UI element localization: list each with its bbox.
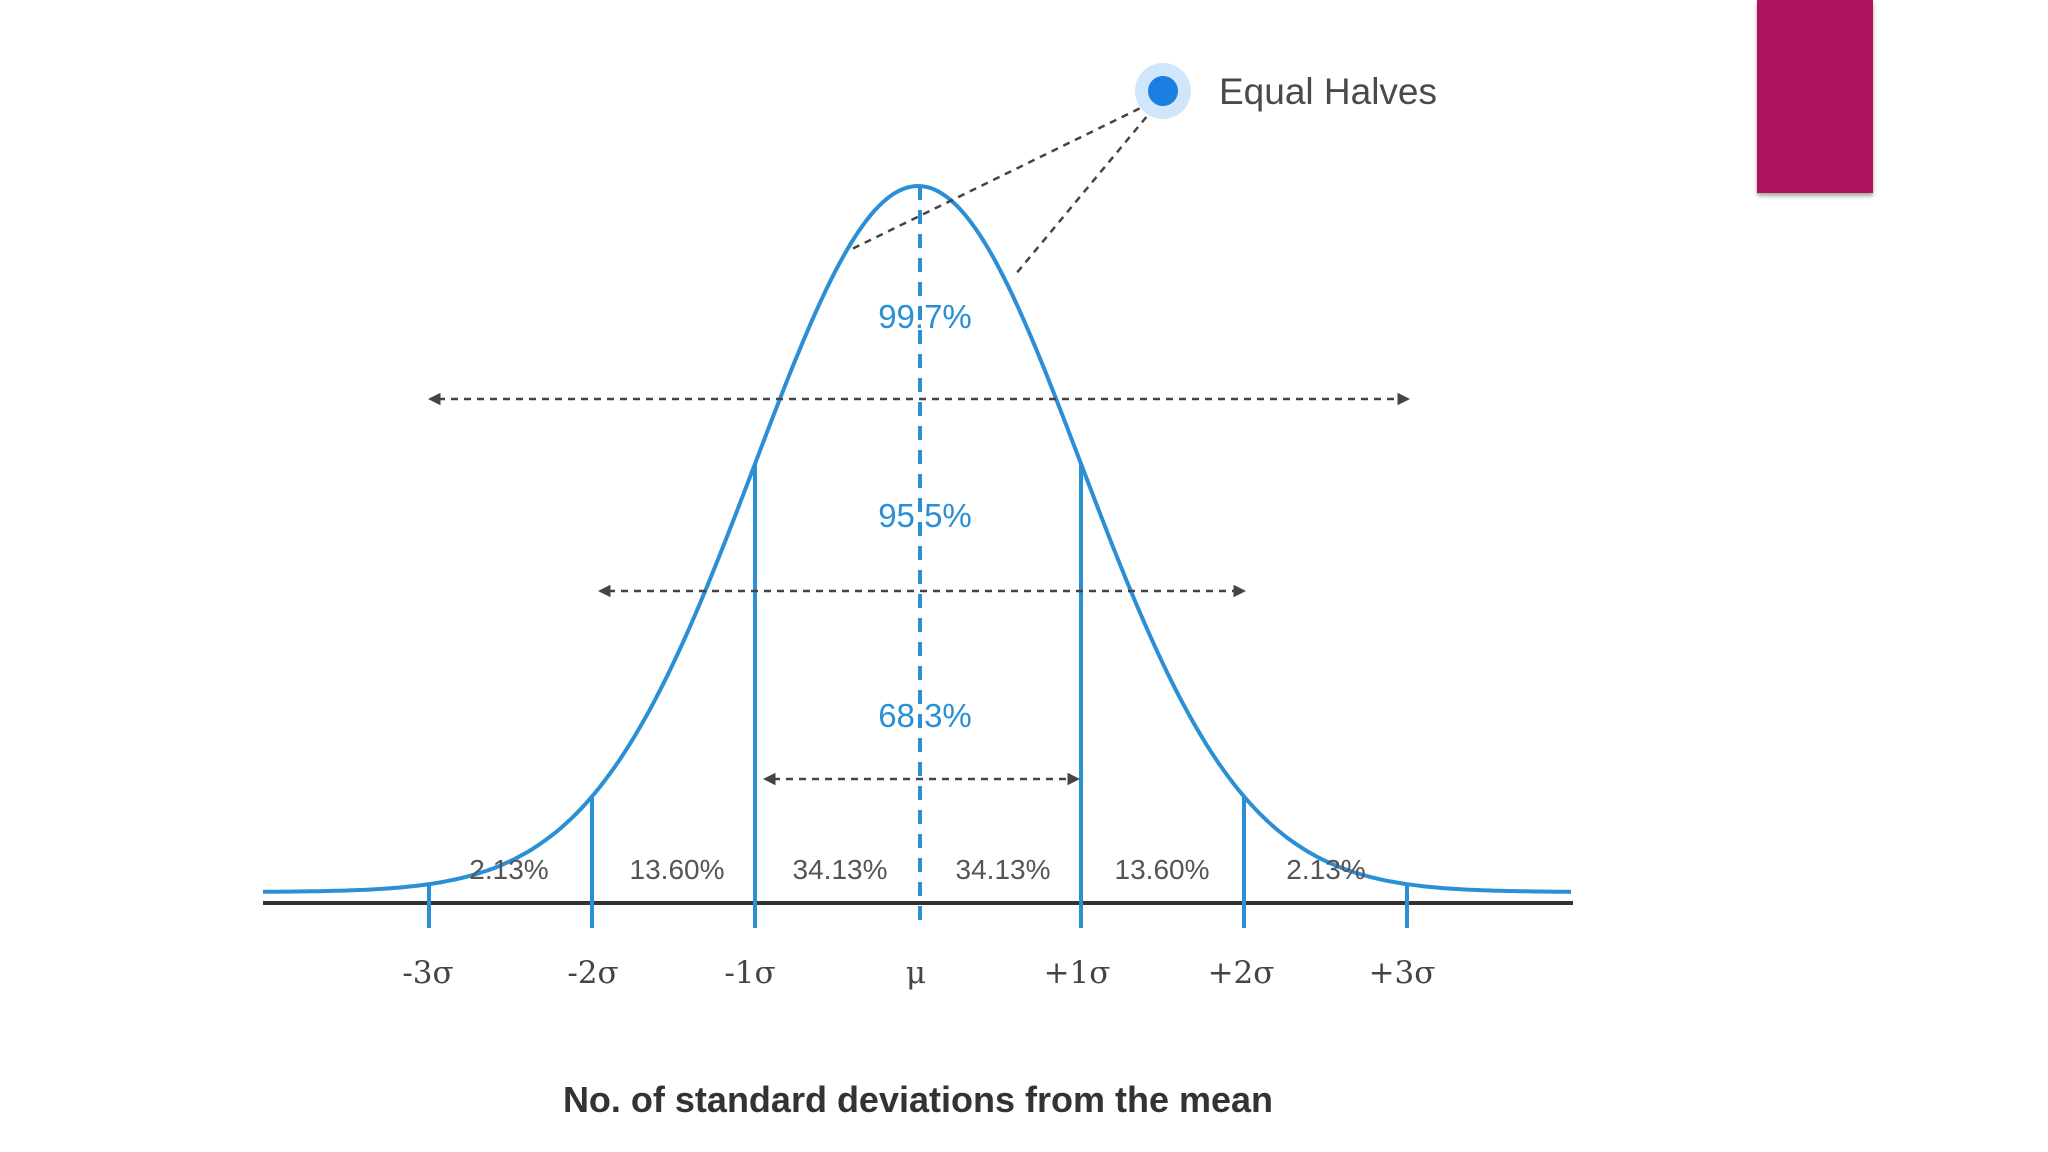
range-label-99: 99.7%: [878, 298, 972, 335]
range-label-68: 68.3%: [878, 697, 972, 734]
segment-label: 13.60%: [630, 854, 725, 885]
tick-label: μ: [906, 955, 926, 991]
tick-label: -3σ: [402, 955, 453, 991]
tick-label: -2σ: [567, 955, 618, 991]
callout-label: Equal Halves: [1219, 71, 1437, 112]
segment-label: 34.13%: [793, 854, 888, 885]
axis-title: No. of standard deviations from the mean: [563, 1079, 1273, 1120]
callout-connector-left: [851, 95, 1164, 251]
segment-label: 2.13%: [1286, 854, 1365, 885]
tick-label: +3σ: [1369, 955, 1436, 991]
bell-curve: [263, 183, 1572, 894]
tick-label: -1σ: [724, 955, 775, 991]
segment-label: 13.60%: [1115, 854, 1210, 885]
callout-connector-right: [1014, 96, 1164, 276]
accent-block: [1757, 0, 1873, 193]
segment-label: 2.13%: [469, 854, 548, 885]
segment-label: 34.13%: [956, 854, 1051, 885]
callout-dot: [1148, 76, 1178, 106]
sigma-boundary-lines: [427, 463, 1409, 928]
range-label-95: 95.5%: [878, 497, 972, 534]
tick-label: +1σ: [1044, 955, 1111, 991]
tick-label: +2σ: [1208, 955, 1275, 991]
